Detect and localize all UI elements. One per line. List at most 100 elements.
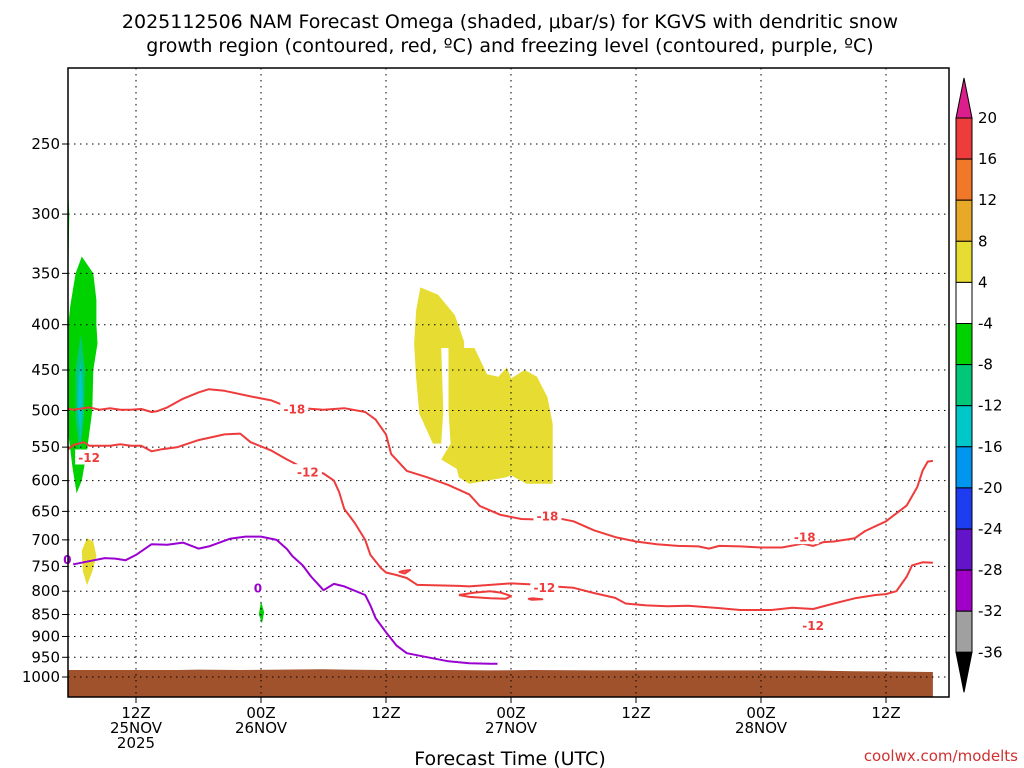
colorbar-bin-5	[955, 281, 973, 324]
terrain-fill	[68, 669, 933, 697]
colorbar-bin-13	[955, 610, 973, 653]
colorbar-label-3: 8	[978, 232, 988, 250]
contour-label-bg-1-1	[293, 464, 322, 480]
contour-line-2	[458, 590, 512, 600]
x-axis-label: Forecast Time (UTC)	[414, 748, 605, 768]
colorbar-bin-0	[955, 77, 973, 119]
x-tick-label-3-2: 27NOV	[485, 719, 538, 737]
x-tick-label-0-3: 2025	[117, 734, 155, 752]
colorbar-bin-14	[955, 651, 973, 693]
omega-shade-1	[441, 348, 553, 484]
colorbar-label-2: 12	[978, 191, 997, 209]
x-tick-label-0-1: 12Z	[121, 704, 150, 722]
y-tick-label-550: 550	[31, 438, 60, 456]
colorbar-bin-2	[955, 158, 973, 201]
y-tick-label-600: 600	[31, 472, 60, 490]
colorbar-label-6: -8	[978, 356, 993, 374]
colorbar-bin-4	[955, 240, 973, 283]
contour-label-bg-1-3	[799, 617, 828, 633]
contour-label-0-2: -18	[794, 531, 816, 545]
x-tick-label-6-1: 12Z	[871, 704, 900, 722]
contour-label-1-3: -12	[802, 619, 824, 633]
y-tick-label-500: 500	[31, 402, 60, 420]
colorbar-label-12: -32	[978, 602, 1003, 620]
y-tick-label-900: 900	[31, 627, 60, 645]
y-tick-label-1000: 1000	[22, 668, 60, 686]
contour-label-1-2: -12	[533, 581, 555, 595]
contour-line-4	[527, 597, 544, 601]
colorbar-label-11: -28	[978, 561, 1003, 579]
contour-label-1-1: -12	[297, 466, 319, 480]
omega-shade-0	[414, 287, 465, 444]
colorbar-bin-7	[955, 364, 973, 407]
contour-line-3	[398, 569, 411, 575]
contour-label-bg-1-2	[530, 579, 559, 595]
colorbar-bin-3	[955, 199, 973, 242]
contour-label-1-0: -12	[78, 451, 100, 465]
x-tick-label-0-2: 25NOV	[110, 719, 163, 737]
colorbar-label-5: -4	[978, 315, 993, 333]
colorbar-bin-6	[955, 323, 973, 366]
x-tick-label-3-1: 00Z	[496, 704, 525, 722]
y-tick-label-400: 400	[31, 316, 60, 334]
omega-shade-11	[43, 325, 51, 444]
contours	[68, 388, 934, 665]
colorbar-label-0: 20	[978, 109, 997, 127]
contour-line-1	[68, 432, 933, 611]
colorbar-label-9: -20	[978, 479, 1003, 497]
omega-shading	[41, 187, 553, 624]
contour-label-0-0: -18	[283, 402, 305, 416]
contour-label-bg-1-0	[75, 449, 104, 465]
contour-label-bg-0-0	[280, 400, 309, 416]
y-tick-label-850: 850	[31, 606, 60, 624]
contour-label-0-1: -18	[537, 510, 559, 524]
colorbar-label-7: -12	[978, 397, 1003, 415]
y-tick-label-350: 350	[31, 264, 60, 282]
y-tick-label-450: 450	[31, 361, 60, 379]
contour-label-bg-0-2	[790, 529, 819, 545]
x-tick-label-2-1: 12Z	[371, 704, 400, 722]
x-tick-label-5-1: 00Z	[746, 704, 775, 722]
title-line-1: 2025112506 NAM Forecast Omega (shaded, μ…	[122, 11, 898, 33]
y-tick-label-650: 650	[31, 502, 60, 520]
omega-shade-9	[41, 315, 54, 454]
contour-label-5-1: 0	[254, 581, 262, 595]
x-tick-label-1-2: 26NOV	[235, 719, 288, 737]
y-tick-label-250: 250	[31, 135, 60, 153]
colorbar-label-4: 4	[978, 273, 988, 291]
colorbar: 20 16 12 8 4 -4 -8 -12 -16 -20 -24 -28 -32 -36	[955, 77, 1003, 693]
contour-label-bg-0-1	[533, 508, 562, 524]
contour-line-0	[68, 388, 934, 550]
colorbar-bin-11	[955, 528, 973, 571]
y-tick-label-950: 950	[31, 648, 60, 666]
plot-frame	[67, 67, 950, 698]
colorbar-bin-10	[955, 487, 973, 530]
terrain	[68, 669, 933, 697]
y-tick-label-800: 800	[31, 582, 60, 600]
colorbar-label-13: -36	[978, 643, 1003, 661]
omega-shade-12	[77, 361, 83, 441]
y-axis: 250 300 350 400 450 500 550 600 650 700 750 800 850 9…	[22, 135, 68, 686]
colorbar-bin-1	[955, 117, 973, 160]
x-tick-label-1-1: 00Z	[246, 704, 275, 722]
contour-label-bg-5-1	[251, 579, 264, 595]
colorbar-bin-8	[955, 405, 973, 448]
credit-text: coolwx.com/modelts	[864, 747, 1018, 765]
x-tick-label-5-2: 28NOV	[735, 719, 788, 737]
colorbar-label-10: -24	[978, 520, 1003, 538]
colorbar-label-8: -16	[978, 438, 1003, 456]
colorbar-label-1: 16	[978, 150, 997, 168]
title-line-2: growth region (contoured, red, ºC) and f…	[146, 35, 873, 57]
contour-line-5	[68, 535, 498, 665]
colorbar-bin-9	[955, 446, 973, 489]
colorbar-bin-12	[955, 569, 973, 612]
y-tick-label-700: 700	[31, 531, 60, 549]
omega-shade-8	[258, 600, 265, 624]
x-tick-label-4-1: 12Z	[621, 704, 650, 722]
y-tick-label-300: 300	[31, 205, 60, 223]
y-tick-label-750: 750	[31, 557, 60, 575]
